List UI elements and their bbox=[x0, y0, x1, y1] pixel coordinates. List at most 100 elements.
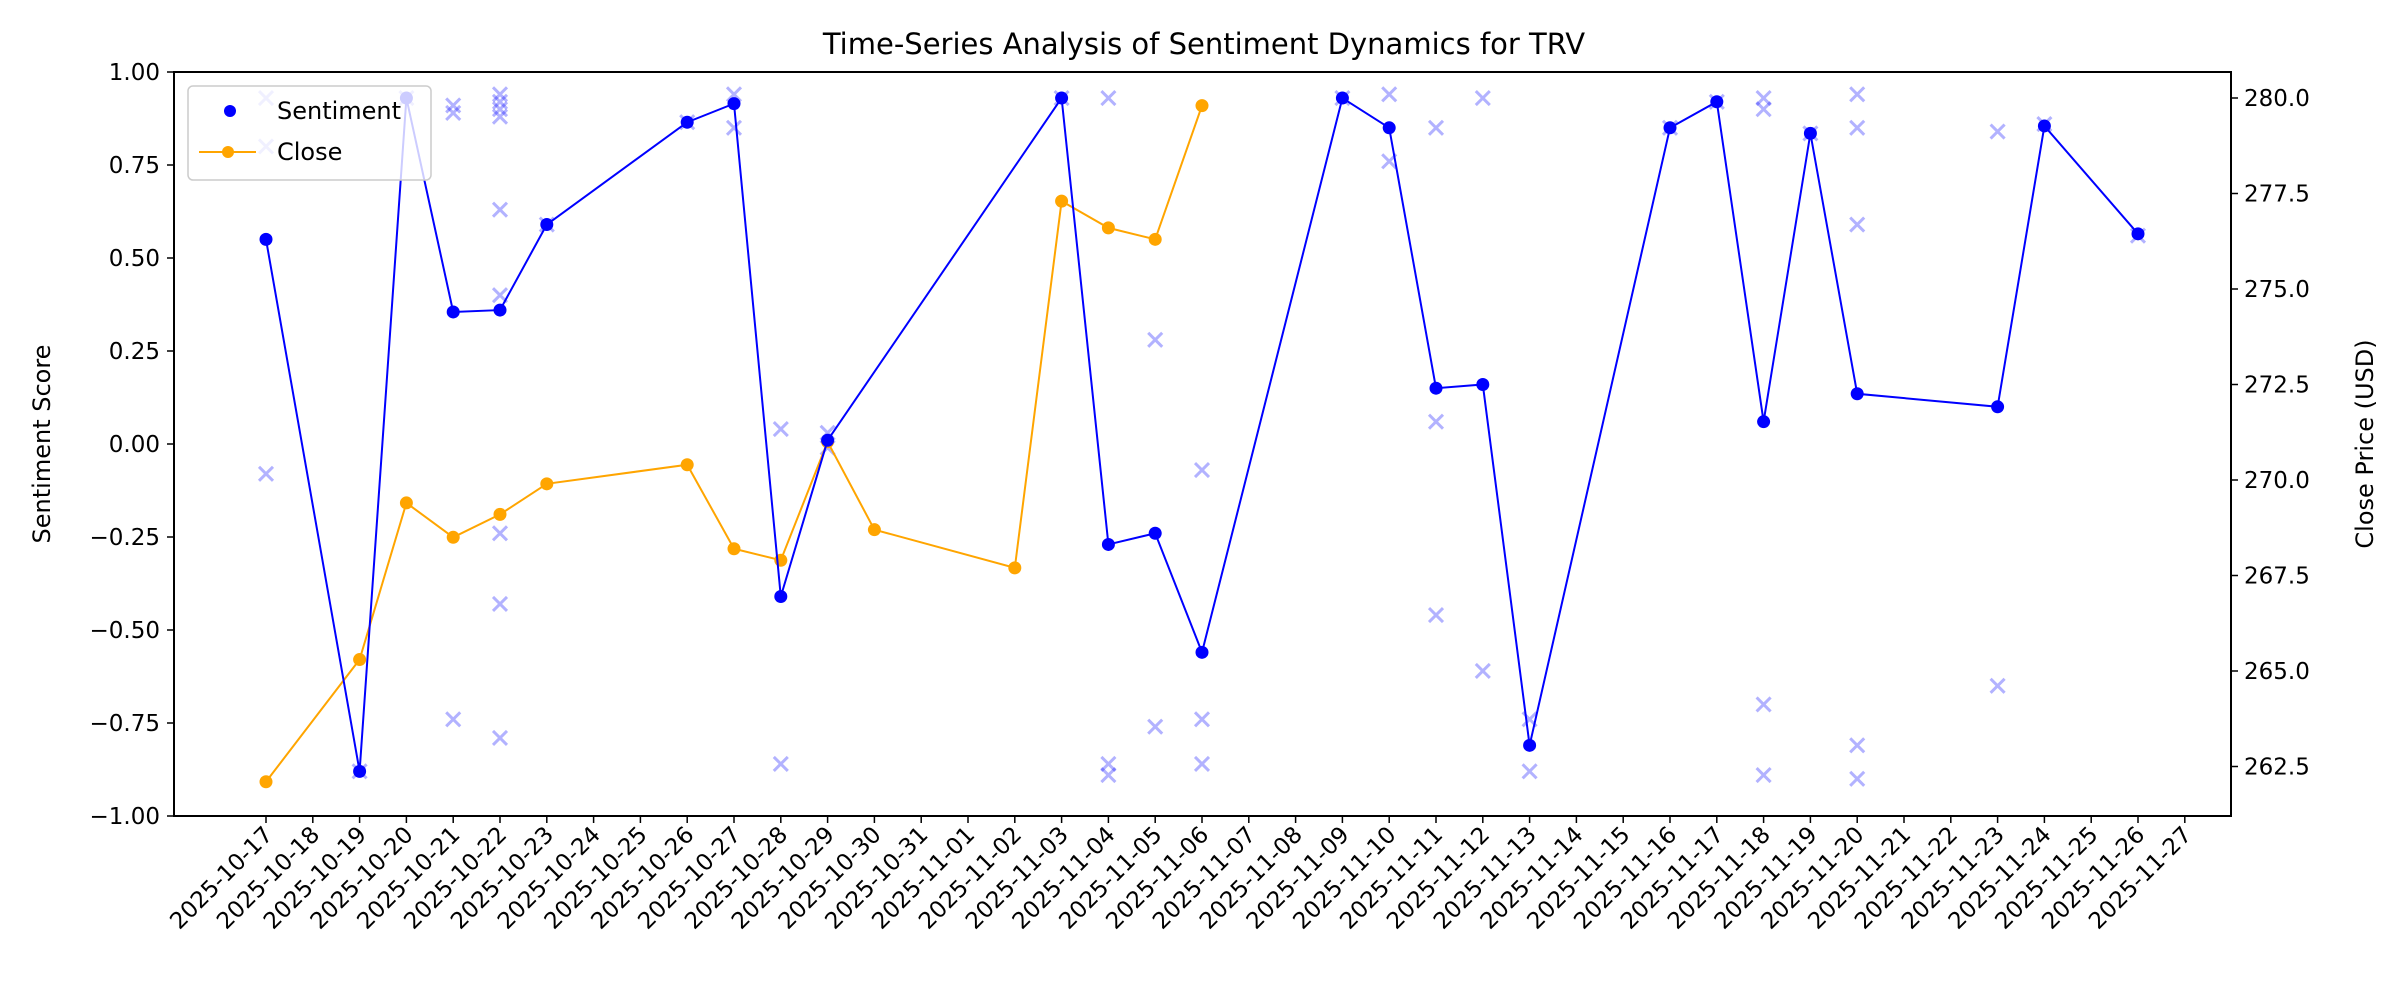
x-marker-icon bbox=[1989, 123, 2006, 140]
sentiment-point bbox=[821, 433, 835, 447]
sentiment-point bbox=[1710, 95, 1724, 109]
x-marker-icon bbox=[1849, 216, 1866, 233]
x-marker-icon bbox=[1427, 413, 1445, 430]
axes-frame bbox=[173, 71, 2232, 817]
close-point bbox=[1101, 221, 1115, 235]
left-tick-label: −0.50 bbox=[90, 618, 160, 644]
x-marker-icon bbox=[1427, 607, 1445, 624]
x-marker-icon bbox=[1100, 755, 1117, 772]
left-y-axis: 1.00 0.75 0.50 0.25 0.00 −0.25 −0.50 −0.75 −1.00 bbox=[90, 60, 174, 830]
x-marker-icon bbox=[257, 465, 275, 482]
close-point bbox=[1195, 99, 1209, 113]
left-tick-label: 0.25 bbox=[109, 339, 160, 365]
sentiment-point bbox=[2131, 227, 2145, 241]
plot-area bbox=[257, 86, 2147, 789]
x-marker-icon bbox=[1147, 718, 1164, 735]
x-marker-icon bbox=[491, 101, 509, 118]
left-tick-label: 0.00 bbox=[109, 432, 160, 458]
left-tick-label: −0.75 bbox=[90, 711, 160, 737]
close-legend-marker-icon bbox=[222, 146, 234, 158]
right-tick-label: 265.0 bbox=[2244, 659, 2310, 685]
sentiment-point bbox=[1991, 400, 2005, 414]
right-axis-label: Close Price (USD) bbox=[2351, 339, 2379, 548]
x-marker-icon bbox=[1521, 763, 1538, 780]
sentiment-point bbox=[1803, 126, 1817, 140]
x-marker-icon bbox=[491, 86, 509, 103]
sentiment-line bbox=[265, 95, 2139, 772]
right-tick-label: 272.5 bbox=[2244, 373, 2310, 399]
x-marker-icon bbox=[491, 525, 509, 542]
series-sentiment bbox=[259, 91, 2145, 778]
sentiment-point bbox=[353, 764, 367, 778]
x-marker-icon bbox=[1849, 770, 1866, 787]
sentiment-point bbox=[1148, 526, 1162, 540]
sentiment-point bbox=[1476, 377, 1490, 391]
x-marker-icon bbox=[772, 755, 789, 772]
sentiment-point bbox=[2037, 119, 2051, 133]
x-marker-icon bbox=[491, 595, 509, 613]
legend-label-sentiment: Sentiment bbox=[277, 97, 401, 125]
sentiment-point bbox=[1195, 645, 1209, 659]
x-marker-icon bbox=[1193, 461, 1211, 479]
sentiment-point bbox=[774, 590, 788, 604]
x-marker-icon bbox=[1755, 89, 1772, 107]
left-tick-label: 0.75 bbox=[109, 153, 160, 179]
x-marker-icon bbox=[1381, 86, 1398, 103]
sentiment-point bbox=[446, 305, 460, 319]
close-point bbox=[446, 530, 460, 544]
x-marker-icon bbox=[491, 93, 509, 110]
x-marker-icon bbox=[445, 104, 462, 121]
sentiment-point bbox=[1757, 415, 1771, 429]
close-point bbox=[1008, 561, 1022, 575]
sentiment-point bbox=[1850, 387, 1864, 401]
sentiment-point bbox=[1523, 738, 1537, 752]
close-point bbox=[867, 523, 881, 537]
left-axis-label: Sentiment Score bbox=[28, 345, 56, 544]
x-marker-icon bbox=[1849, 119, 1866, 136]
legend: Sentiment Close bbox=[187, 85, 432, 181]
right-tick-label: 280.0 bbox=[2244, 86, 2310, 112]
x-marker-icon bbox=[491, 201, 509, 218]
x-marker-icon bbox=[1100, 767, 1117, 784]
x-marker-icon bbox=[1147, 331, 1164, 348]
right-tick-label: 267.5 bbox=[2244, 564, 2310, 590]
x-marker-icon bbox=[1755, 101, 1772, 118]
x-marker-icon bbox=[1755, 767, 1772, 784]
x-marker-icon bbox=[1989, 677, 2006, 694]
close-point bbox=[1055, 194, 1069, 208]
legend-box bbox=[187, 85, 432, 181]
x-marker-icon bbox=[1474, 662, 1491, 679]
sentiment-point bbox=[259, 232, 273, 246]
sentiment-point bbox=[727, 97, 741, 111]
right-tick-label: 262.5 bbox=[2244, 755, 2310, 781]
sentiment-point bbox=[1055, 91, 1069, 105]
right-y-axis: 280.0 277.5 275.0 272.5 270.0 267.5 265.0 262.5 bbox=[2231, 86, 2310, 781]
left-tick-label: 0.50 bbox=[109, 246, 160, 272]
right-tick-label: 270.0 bbox=[2244, 468, 2310, 494]
individual-score-markers bbox=[257, 86, 2147, 787]
x-marker-icon bbox=[445, 97, 462, 114]
sentiment-point bbox=[540, 218, 554, 232]
right-tick-label: 277.5 bbox=[2244, 182, 2310, 208]
left-tick-label: 1.00 bbox=[109, 60, 160, 86]
sentiment-legend-marker-icon bbox=[224, 105, 236, 117]
sentiment-point bbox=[493, 303, 507, 317]
x-marker-icon bbox=[1193, 755, 1211, 772]
left-tick-label: −0.25 bbox=[90, 525, 160, 551]
x-marker-icon bbox=[725, 86, 743, 103]
close-point bbox=[353, 653, 367, 667]
x-marker-icon bbox=[1427, 119, 1445, 136]
x-marker-icon bbox=[1474, 89, 1491, 107]
left-tick-label: −1.00 bbox=[90, 804, 160, 830]
close-point bbox=[493, 507, 507, 521]
close-point bbox=[259, 775, 273, 789]
sentiment-point bbox=[1335, 91, 1349, 105]
legend-label-close: Close bbox=[277, 138, 342, 166]
right-tick-label: 275.0 bbox=[2244, 277, 2310, 303]
x-marker-icon bbox=[491, 108, 509, 125]
close-point bbox=[540, 477, 554, 491]
close-point bbox=[1148, 232, 1162, 246]
sentiment-point bbox=[1382, 121, 1396, 135]
close-point bbox=[399, 496, 413, 510]
